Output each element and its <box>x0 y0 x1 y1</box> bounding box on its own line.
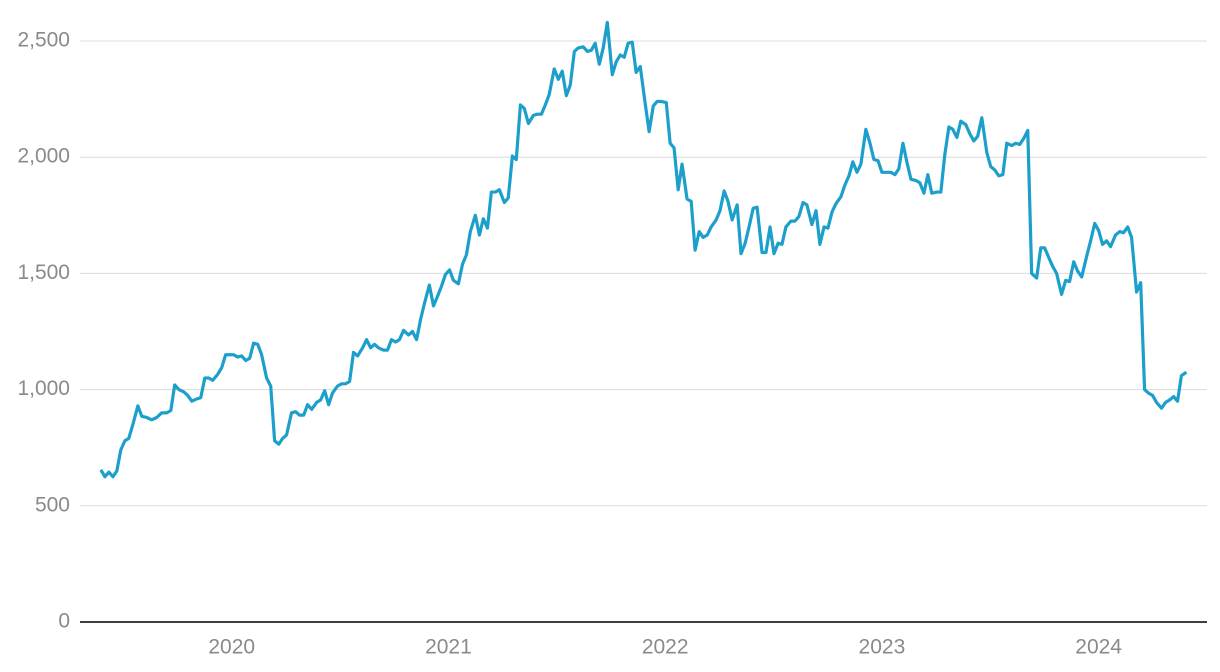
x-tick-label: 2020 <box>208 636 255 659</box>
y-tick-label: 2,500 <box>17 29 70 52</box>
y-tick-label: 2,000 <box>17 145 70 168</box>
y-tick-label: 500 <box>35 493 70 516</box>
x-tick-label: 2021 <box>425 636 472 659</box>
line-series <box>99 20 1188 479</box>
x-tick-label: 2022 <box>642 636 689 659</box>
x-tick-label: 2024 <box>1075 636 1122 659</box>
y-tick-label: 1,500 <box>17 261 70 284</box>
y-tick-label: 0 <box>58 610 70 633</box>
x-tick-label: 2023 <box>859 636 906 659</box>
y-tick-label: 1,000 <box>17 377 70 400</box>
